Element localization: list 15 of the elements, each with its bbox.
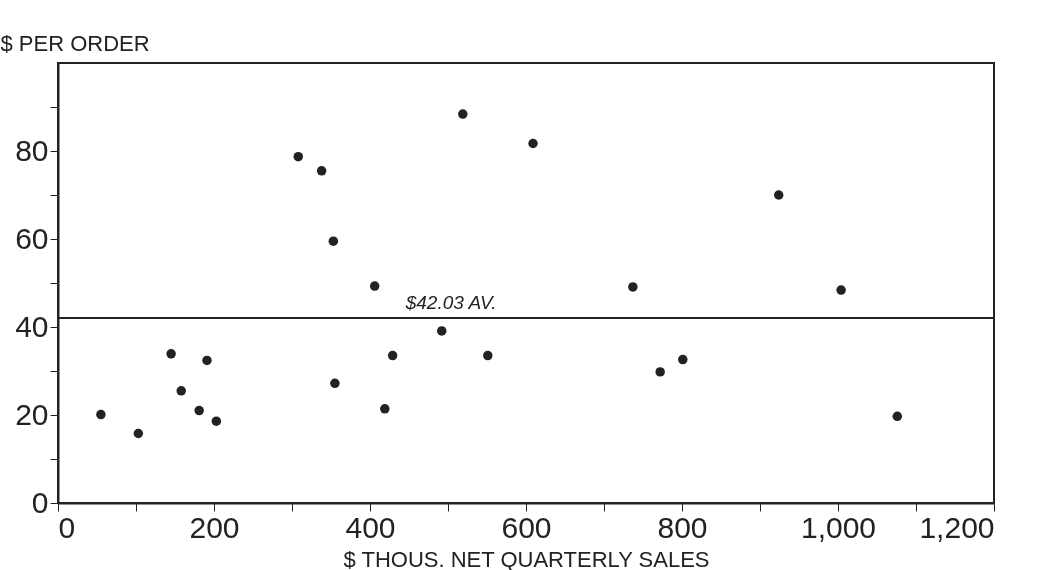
x-tick-label: 1,200 xyxy=(919,510,995,544)
y-tick-label: 20 xyxy=(15,397,49,431)
x-tick-label: 0 xyxy=(58,510,76,544)
x-tick-label: 800 xyxy=(657,510,708,544)
y-axis-title: $ PER ORDER xyxy=(0,30,150,56)
x-tick-label: 1,000 xyxy=(800,510,877,544)
x-axis-title: $ THOUS. NET QUARTERLY SALES xyxy=(343,546,710,570)
x-tick-label: 600 xyxy=(501,510,552,544)
x-tick-label: 400 xyxy=(345,510,396,544)
y-tick-label: 40 xyxy=(15,309,49,343)
y-tick-label: 60 xyxy=(15,221,49,255)
x-tick-label: 200 xyxy=(189,510,240,544)
y-tick-label: 80 xyxy=(15,133,49,167)
y-tick-label: 0 xyxy=(31,485,49,519)
ref-line-label: $42.03 AV. xyxy=(404,292,497,314)
